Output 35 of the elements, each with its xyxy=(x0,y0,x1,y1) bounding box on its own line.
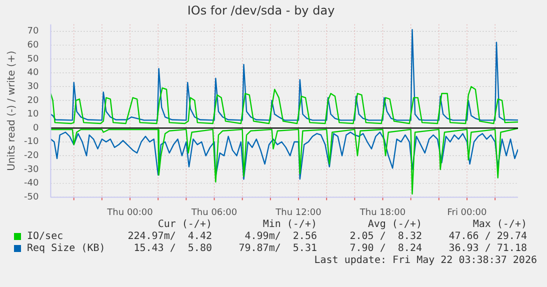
text: Last update: Fri May 22 03:38:37 2026 xyxy=(314,255,537,266)
legend-label: IO/sec xyxy=(27,231,64,243)
text: 47.66 / 29.74 xyxy=(448,231,527,243)
y-tick-label: 70 xyxy=(27,26,39,37)
y-tick-label: -20 xyxy=(24,151,39,162)
y-tick-label: -40 xyxy=(24,178,39,189)
x-tick-label: Thu 12:00 xyxy=(274,208,322,218)
text: Cur (-/+) xyxy=(156,219,212,231)
x-tick-label: Thu 00:00 xyxy=(106,208,154,218)
text: Avg (-/+) xyxy=(366,219,422,231)
y-tick-label: -30 xyxy=(24,164,39,175)
y-tick-label: 60 xyxy=(27,40,39,50)
text: 224.97m/ 4.42 xyxy=(126,231,212,243)
x-tick-label: Thu 06:00 xyxy=(190,208,238,218)
y-tick-label: 0 xyxy=(32,123,39,134)
y-tick-label: 40 xyxy=(27,68,39,78)
text: Max (-/+) xyxy=(472,219,527,231)
text: 4.99m/ 2.56 xyxy=(244,231,317,243)
y-tick-label: -50 xyxy=(24,192,39,203)
text: 15.43 / 5.80 xyxy=(132,243,212,255)
text: 7.90 / 8.24 xyxy=(348,243,422,255)
y-axis-title: Units read (-) / write (+) xyxy=(6,50,18,171)
y-tick-label: 30 xyxy=(27,82,39,92)
x-tick-label: Thu 18:00 xyxy=(358,208,406,218)
y-tick-label: 20 xyxy=(27,96,39,106)
y-tick-label: 10 xyxy=(27,110,39,120)
x-tick-label: Fri 00:00 xyxy=(447,208,488,218)
text: 36.93 / 71.18 xyxy=(448,243,527,255)
text: 79.87m/ 5.31 xyxy=(238,243,317,255)
legend-label: Req Size (KB) xyxy=(27,243,106,255)
y-tick-label: -10 xyxy=(24,137,39,148)
text: 2.05 / 8.32 xyxy=(348,231,422,243)
y-tick-label: 50 xyxy=(27,54,39,64)
chart-title: IOs for /dev/sda - by day xyxy=(187,3,335,18)
text: Min (-/+) xyxy=(262,219,317,231)
